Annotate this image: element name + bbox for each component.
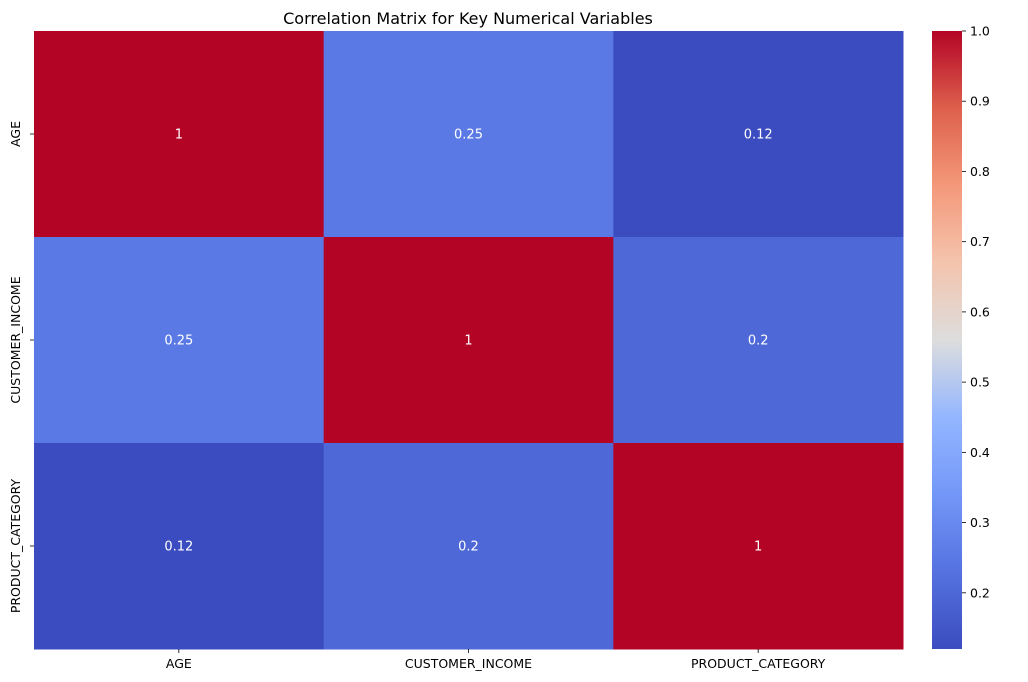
heatmap-cell (323, 443, 614, 650)
colorbar-tick-label: 0.9 (970, 94, 990, 109)
heatmap-cell (323, 237, 614, 444)
heatmap-cell (613, 237, 904, 444)
x-tick-label: PRODUCT_CATEGORY (691, 656, 826, 671)
heatmap-cell (34, 237, 325, 444)
cell-value-label: 1 (175, 128, 183, 143)
y-tick-label: AGE (8, 121, 23, 147)
heatmap-cells: 1 0.25 0.12 0.25 1 0.2 0.12 0.2 1 (34, 31, 904, 650)
heatmap-cell (613, 31, 904, 238)
cell-value-label: 0.2 (458, 540, 479, 555)
colorbar-tick-label: 0.4 (970, 445, 990, 460)
heatmap-cell (34, 31, 325, 238)
x-tick-label: AGE (166, 656, 192, 671)
colorbar-tick-label: 0.6 (970, 304, 990, 319)
heatmap-cell (323, 31, 614, 238)
x-tick-label: CUSTOMER_INCOME (405, 656, 532, 671)
y-tick-label: CUSTOMER_INCOME (8, 276, 23, 403)
colorbar: 0.2 0.3 0.4 0.5 0.6 0.7 0.8 0.9 1.0 (932, 24, 990, 649)
heatmap-cell (613, 443, 904, 650)
cell-value-label: 0.25 (164, 334, 193, 349)
colorbar-tick-label: 0.3 (970, 515, 990, 530)
colorbar-tick-label: 0.2 (970, 585, 990, 600)
cell-value-label: 0.25 (454, 128, 483, 143)
y-tick-label: PRODUCT_CATEGORY (8, 478, 23, 613)
heatmap-cell (34, 443, 325, 650)
cell-value-label: 0.12 (744, 128, 773, 143)
colorbar-tick-label: 0.5 (970, 375, 990, 390)
y-axis: AGE CUSTOMER_INCOME PRODUCT_CATEGORY (8, 121, 34, 613)
chart-title: Correlation Matrix for Key Numerical Var… (283, 9, 653, 28)
cell-value-label: 1 (754, 540, 762, 555)
colorbar-tick-label: 0.7 (970, 234, 990, 249)
colorbar-tick-label: 0.8 (970, 164, 990, 179)
colorbar-gradient (932, 31, 962, 649)
x-axis: AGE CUSTOMER_INCOME PRODUCT_CATEGORY (166, 649, 826, 671)
cell-value-label: 0.2 (748, 334, 769, 349)
cell-value-label: 0.12 (164, 540, 193, 555)
colorbar-tick-label: 1.0 (970, 24, 990, 39)
cell-value-label: 1 (464, 334, 472, 349)
